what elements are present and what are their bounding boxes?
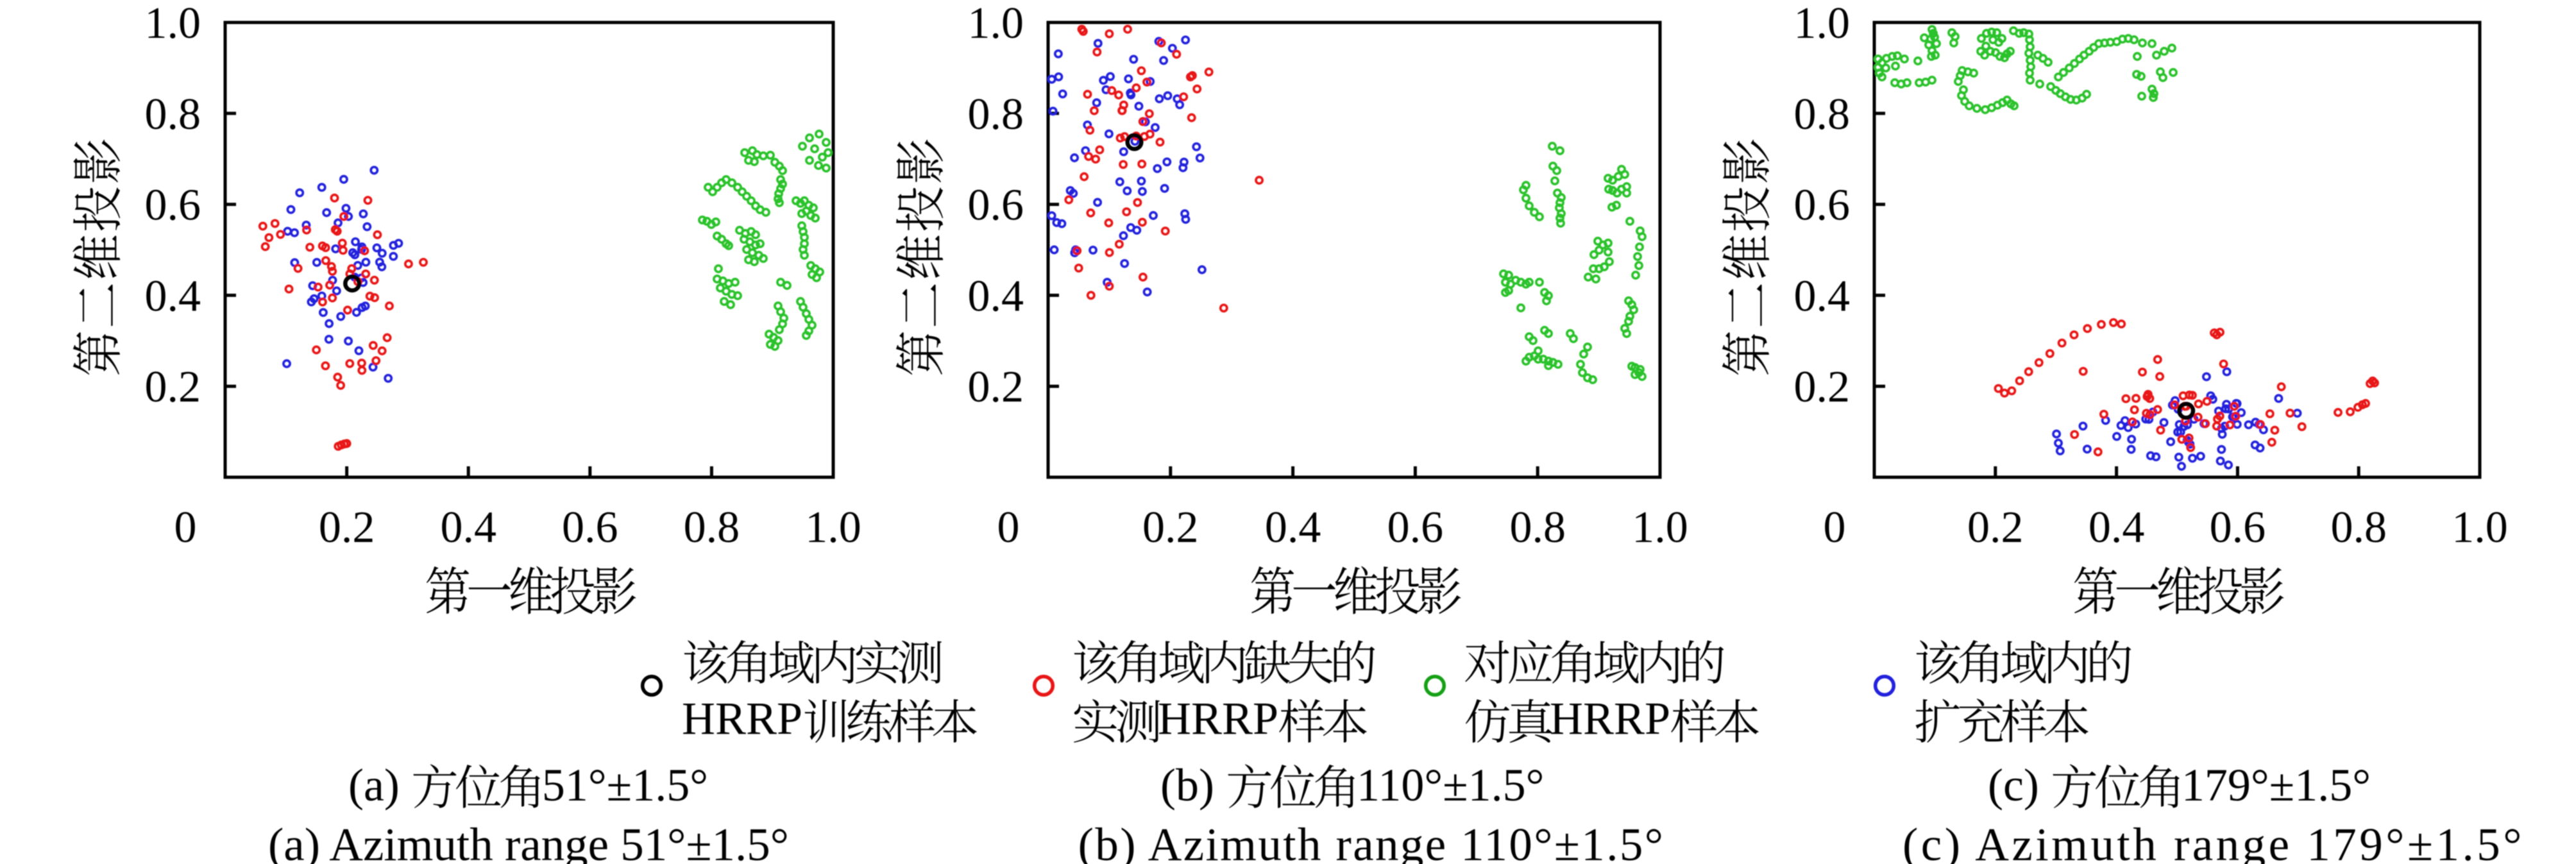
svg-text:0.8: 0.8 — [1509, 503, 1566, 552]
svg-text:(c) Azimuth range 179°±1.5°: (c) Azimuth range 179°±1.5° — [1902, 818, 2525, 864]
svg-text:0.4: 0.4 — [440, 503, 496, 552]
svg-text:(b): (b) — [1160, 759, 1214, 811]
svg-text:110°±1.5°: 110°±1.5° — [1357, 759, 1544, 811]
svg-text:HRRP: HRRP — [682, 693, 802, 744]
svg-text:0.6: 0.6 — [1387, 503, 1444, 552]
svg-text:0: 0 — [997, 503, 1020, 552]
svg-text:0.4: 0.4 — [1794, 271, 1851, 321]
svg-text:0: 0 — [174, 503, 197, 552]
svg-text:1.0: 1.0 — [968, 0, 1024, 48]
svg-text:0.2: 0.2 — [1794, 362, 1851, 412]
svg-text:0.8: 0.8 — [145, 90, 201, 139]
svg-text:(c): (c) — [1988, 759, 2039, 811]
svg-text:0.8: 0.8 — [1794, 90, 1851, 139]
svg-text:0.4: 0.4 — [145, 271, 201, 321]
svg-text:0.4: 0.4 — [1265, 503, 1321, 552]
svg-text:0.6: 0.6 — [968, 181, 1024, 230]
svg-text:1.0: 1.0 — [2452, 503, 2508, 552]
svg-text:0.8: 0.8 — [684, 503, 740, 552]
svg-text:1.0: 1.0 — [145, 0, 201, 48]
svg-text:0.8: 0.8 — [968, 90, 1024, 139]
svg-text:1.0: 1.0 — [805, 503, 861, 552]
svg-text:0.8: 0.8 — [2330, 503, 2387, 552]
svg-text:179°±1.5°: 179°±1.5° — [2182, 759, 2371, 811]
svg-text:0: 0 — [1824, 503, 1846, 552]
svg-text:0.2: 0.2 — [968, 362, 1024, 412]
svg-text:HRRP: HRRP — [1158, 693, 1278, 744]
svg-text:0.4: 0.4 — [968, 271, 1024, 321]
svg-text:0.6: 0.6 — [2210, 503, 2266, 552]
svg-text:0.6: 0.6 — [1794, 181, 1851, 230]
svg-text:0.2: 0.2 — [319, 503, 375, 552]
svg-text:0.6: 0.6 — [562, 503, 618, 552]
svg-text:(a): (a) — [348, 759, 400, 811]
svg-text:0.2: 0.2 — [1142, 503, 1199, 552]
svg-text:51°±1.5°: 51°±1.5° — [542, 759, 708, 811]
svg-text:HRRP: HRRP — [1550, 693, 1670, 744]
svg-text:1.0: 1.0 — [1794, 0, 1851, 48]
svg-text:0.6: 0.6 — [145, 181, 201, 230]
svg-text:(b) Azimuth range 110°±1.5°: (b) Azimuth range 110°±1.5° — [1078, 818, 1665, 864]
svg-text:0.2: 0.2 — [145, 362, 201, 412]
svg-text:(a) Azimuth range 51°±1.5°: (a) Azimuth range 51°±1.5° — [268, 818, 789, 864]
svg-text:0.4: 0.4 — [2089, 503, 2145, 552]
svg-text:1.0: 1.0 — [1632, 503, 1688, 552]
svg-text:0.2: 0.2 — [1967, 503, 2024, 552]
